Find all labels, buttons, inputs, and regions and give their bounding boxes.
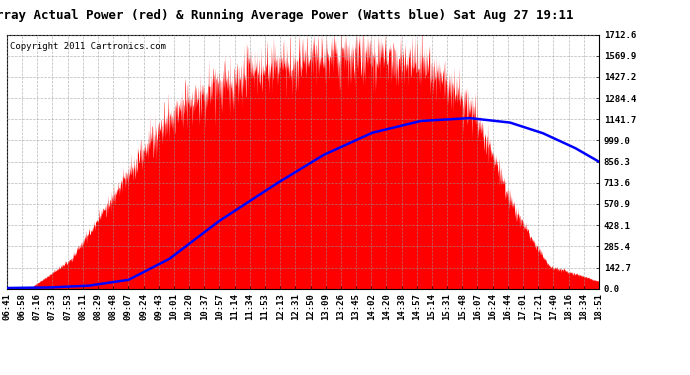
Text: Copyright 2011 Cartronics.com: Copyright 2011 Cartronics.com [10, 42, 166, 51]
Text: East Array Actual Power (red) & Running Average Power (Watts blue) Sat Aug 27 19: East Array Actual Power (red) & Running … [0, 9, 573, 22]
